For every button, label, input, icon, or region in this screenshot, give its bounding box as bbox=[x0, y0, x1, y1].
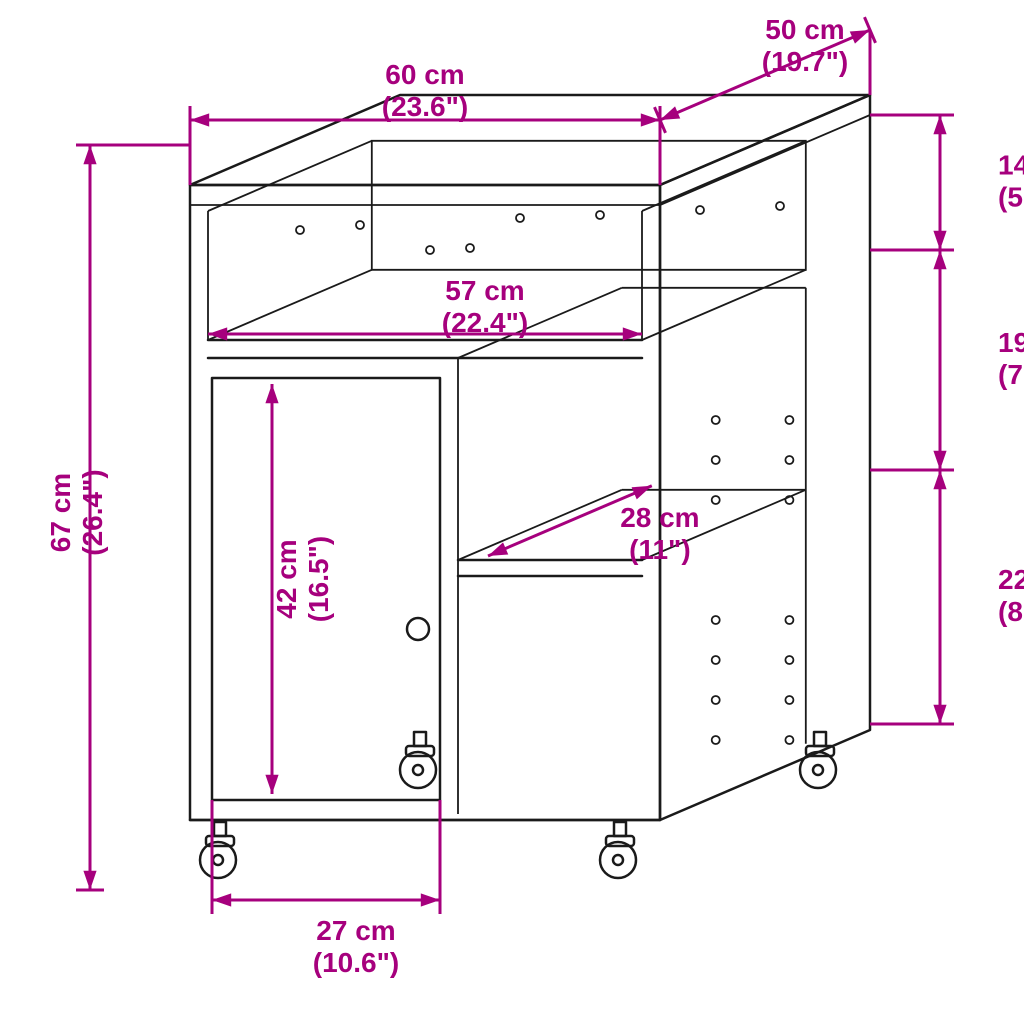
door-knob bbox=[407, 618, 429, 640]
dimension-label-width: 60 cm(23.6") bbox=[382, 59, 468, 122]
dimension-arrowhead bbox=[933, 451, 946, 470]
dimension-label-door_width: 27 cm(10.6") bbox=[313, 915, 399, 978]
dimension-arrowhead bbox=[83, 145, 96, 164]
dim-depth-cm: 50 cm bbox=[765, 14, 844, 45]
dim-door_width-cm: 27 cm bbox=[316, 915, 395, 946]
shelf-pin-hole bbox=[785, 416, 793, 424]
caster-wheel bbox=[200, 822, 236, 878]
caster-wheel bbox=[600, 822, 636, 878]
shelf-pin-hole bbox=[785, 656, 793, 664]
svg-text:27 cm(10.6"): 27 cm(10.6") bbox=[313, 915, 399, 978]
caster-wheel bbox=[400, 732, 436, 788]
dim-shelf_depth-in: (11") bbox=[629, 534, 691, 565]
dimension-label-mid_opening_h: 19 cm(7.5") bbox=[998, 327, 1024, 390]
assembly-hole bbox=[426, 246, 434, 254]
shelf-pin-hole bbox=[712, 736, 720, 744]
dim-door_height-in: (16.5") bbox=[303, 536, 334, 622]
dimension-arrowhead bbox=[488, 542, 508, 556]
shelf-pin-hole bbox=[712, 416, 720, 424]
dim-inner_width-in: (22.4") bbox=[442, 307, 528, 338]
svg-text:42 cm(16.5"): 42 cm(16.5") bbox=[271, 536, 334, 622]
dim-mid_opening_h-in: (7.5") bbox=[998, 359, 1024, 390]
dimension-arrowhead bbox=[933, 470, 946, 489]
dim-width-cm: 60 cm bbox=[385, 59, 464, 90]
dim-inner_width-cm: 57 cm bbox=[445, 275, 524, 306]
top-board-edge-side bbox=[660, 115, 870, 205]
svg-text:19 cm(7.5"): 19 cm(7.5") bbox=[998, 327, 1024, 390]
cabinet-right-side bbox=[660, 95, 870, 820]
dimension-label-door_height: 42 cm(16.5") bbox=[271, 536, 334, 622]
dim-low_opening_h-in: (8.7") bbox=[998, 596, 1024, 627]
assembly-hole bbox=[466, 244, 474, 252]
dimension-arrowhead bbox=[933, 231, 946, 250]
dimension-arrowhead bbox=[933, 115, 946, 134]
dimension-label-shelf_depth: 28 cm(11") bbox=[620, 502, 699, 565]
dim-width-in: (23.6") bbox=[382, 91, 468, 122]
shelf-pin-hole bbox=[712, 456, 720, 464]
dimension-arrowhead bbox=[265, 775, 278, 794]
svg-text:28 cm(11"): 28 cm(11") bbox=[620, 502, 699, 565]
shelf-pin-hole bbox=[785, 456, 793, 464]
dim-mid_opening_h-cm: 19 cm bbox=[998, 327, 1024, 358]
dim-total_height-cm: 67 cm bbox=[45, 473, 76, 552]
shelf-pin-hole bbox=[785, 736, 793, 744]
dim-shelf_depth-cm: 28 cm bbox=[620, 502, 699, 533]
svg-text:60 cm(23.6"): 60 cm(23.6") bbox=[382, 59, 468, 122]
shelf-pin-hole bbox=[712, 496, 720, 504]
svg-text:14,5 cm(5.7"): 14,5 cm(5.7") bbox=[998, 150, 1024, 213]
shelf-pin-hole bbox=[785, 696, 793, 704]
assembly-hole bbox=[696, 206, 704, 214]
dimension-arrowhead bbox=[265, 384, 278, 403]
shelf-pin-hole bbox=[712, 656, 720, 664]
dimension-label-depth: 50 cm(19.7") bbox=[762, 14, 848, 77]
assembly-hole bbox=[516, 214, 524, 222]
dimension-arrowhead bbox=[421, 893, 440, 906]
dimension-arrowhead bbox=[660, 106, 680, 120]
dimension-arrowhead bbox=[212, 893, 231, 906]
upper-opening-depth-r bbox=[642, 141, 806, 211]
dimension-arrowhead bbox=[933, 250, 946, 269]
svg-text:57 cm(22.4"): 57 cm(22.4") bbox=[442, 275, 528, 338]
right-shelf-depth-l bbox=[458, 490, 622, 560]
dimension-arrowhead bbox=[190, 113, 209, 126]
upper-opening-depth-l bbox=[208, 141, 372, 211]
dim-depth-in: (19.7") bbox=[762, 46, 848, 77]
dimension-arrowhead bbox=[850, 30, 870, 44]
dimension-label-inner_width: 57 cm(22.4") bbox=[442, 275, 528, 338]
dimension-label-top_opening_h: 14,5 cm(5.7") bbox=[998, 150, 1024, 213]
dim-door_width-in: (10.6") bbox=[313, 947, 399, 978]
svg-text:50 cm(19.7"): 50 cm(19.7") bbox=[762, 14, 848, 77]
shelf-pin-hole bbox=[785, 616, 793, 624]
dimension-arrowhead bbox=[933, 705, 946, 724]
assembly-hole bbox=[596, 211, 604, 219]
mid-shelf-depth-r bbox=[642, 270, 806, 340]
assembly-hole bbox=[296, 226, 304, 234]
dimension-arrowhead bbox=[632, 486, 652, 500]
shelf-pin-hole bbox=[712, 616, 720, 624]
dimension-arrowhead bbox=[83, 871, 96, 890]
dim-top_opening_h-in: (5.7") bbox=[998, 182, 1024, 213]
dim-low_opening_h-cm: 22 cm bbox=[998, 564, 1024, 595]
svg-text:67 cm(26.4"): 67 cm(26.4") bbox=[45, 469, 108, 555]
shelf-pin-hole bbox=[712, 696, 720, 704]
upper-shelf-depth-l bbox=[208, 270, 372, 340]
assembly-hole bbox=[356, 221, 364, 229]
dimension-label-total_height: 67 cm(26.4") bbox=[45, 469, 108, 555]
dimension-label-low_opening_h: 22 cm(8.7") bbox=[998, 564, 1024, 627]
dimension-arrowhead bbox=[623, 327, 642, 340]
cabinet-front-outline bbox=[190, 185, 660, 820]
assembly-hole bbox=[776, 202, 784, 210]
dim-top_opening_h-cm: 14,5 cm bbox=[998, 150, 1024, 181]
dim-total_height-in: (26.4") bbox=[77, 469, 108, 555]
dim-door_height-cm: 42 cm bbox=[271, 539, 302, 618]
svg-text:22 cm(8.7"): 22 cm(8.7") bbox=[998, 564, 1024, 627]
